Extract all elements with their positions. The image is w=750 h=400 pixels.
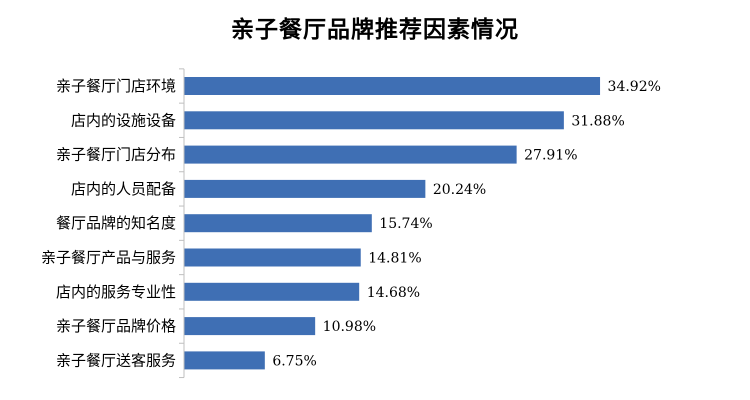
bar: [184, 179, 426, 198]
data-label: 31.88%: [571, 113, 624, 129]
data-label: 20.24%: [433, 182, 486, 198]
bar: [184, 282, 360, 301]
data-label: 34.92%: [608, 79, 661, 95]
category-label: 亲子餐厅产品与服务: [41, 249, 176, 267]
category-label: 亲子餐厅门店分布: [56, 146, 176, 164]
data-label: 14.81%: [368, 251, 421, 267]
category-label: 店内的服务专业性: [56, 283, 176, 301]
data-label: 14.68%: [367, 285, 420, 301]
category-label: 亲子餐厅送客服务: [56, 351, 176, 369]
category-label: 店内的设施设备: [71, 111, 176, 129]
bar: [184, 77, 601, 95]
category-label: 店内的人员配备: [71, 180, 176, 198]
category-label: 餐厅品牌的知名度: [56, 214, 176, 232]
bar: [184, 351, 265, 370]
chart-title: 亲子餐厅品牌推荐因素情况: [231, 16, 519, 43]
bar: [184, 317, 316, 336]
bar: [184, 214, 372, 233]
bar: [184, 145, 517, 164]
bar: [184, 111, 564, 130]
category-label: 亲子餐厅品牌价格: [56, 317, 176, 335]
data-label: 10.98%: [323, 319, 376, 335]
data-label: 6.75%: [272, 353, 316, 369]
bar: [184, 248, 361, 267]
data-label: 27.91%: [524, 148, 577, 164]
category-label: 亲子餐厅门店环境: [56, 77, 176, 95]
data-label: 15.74%: [379, 216, 432, 232]
